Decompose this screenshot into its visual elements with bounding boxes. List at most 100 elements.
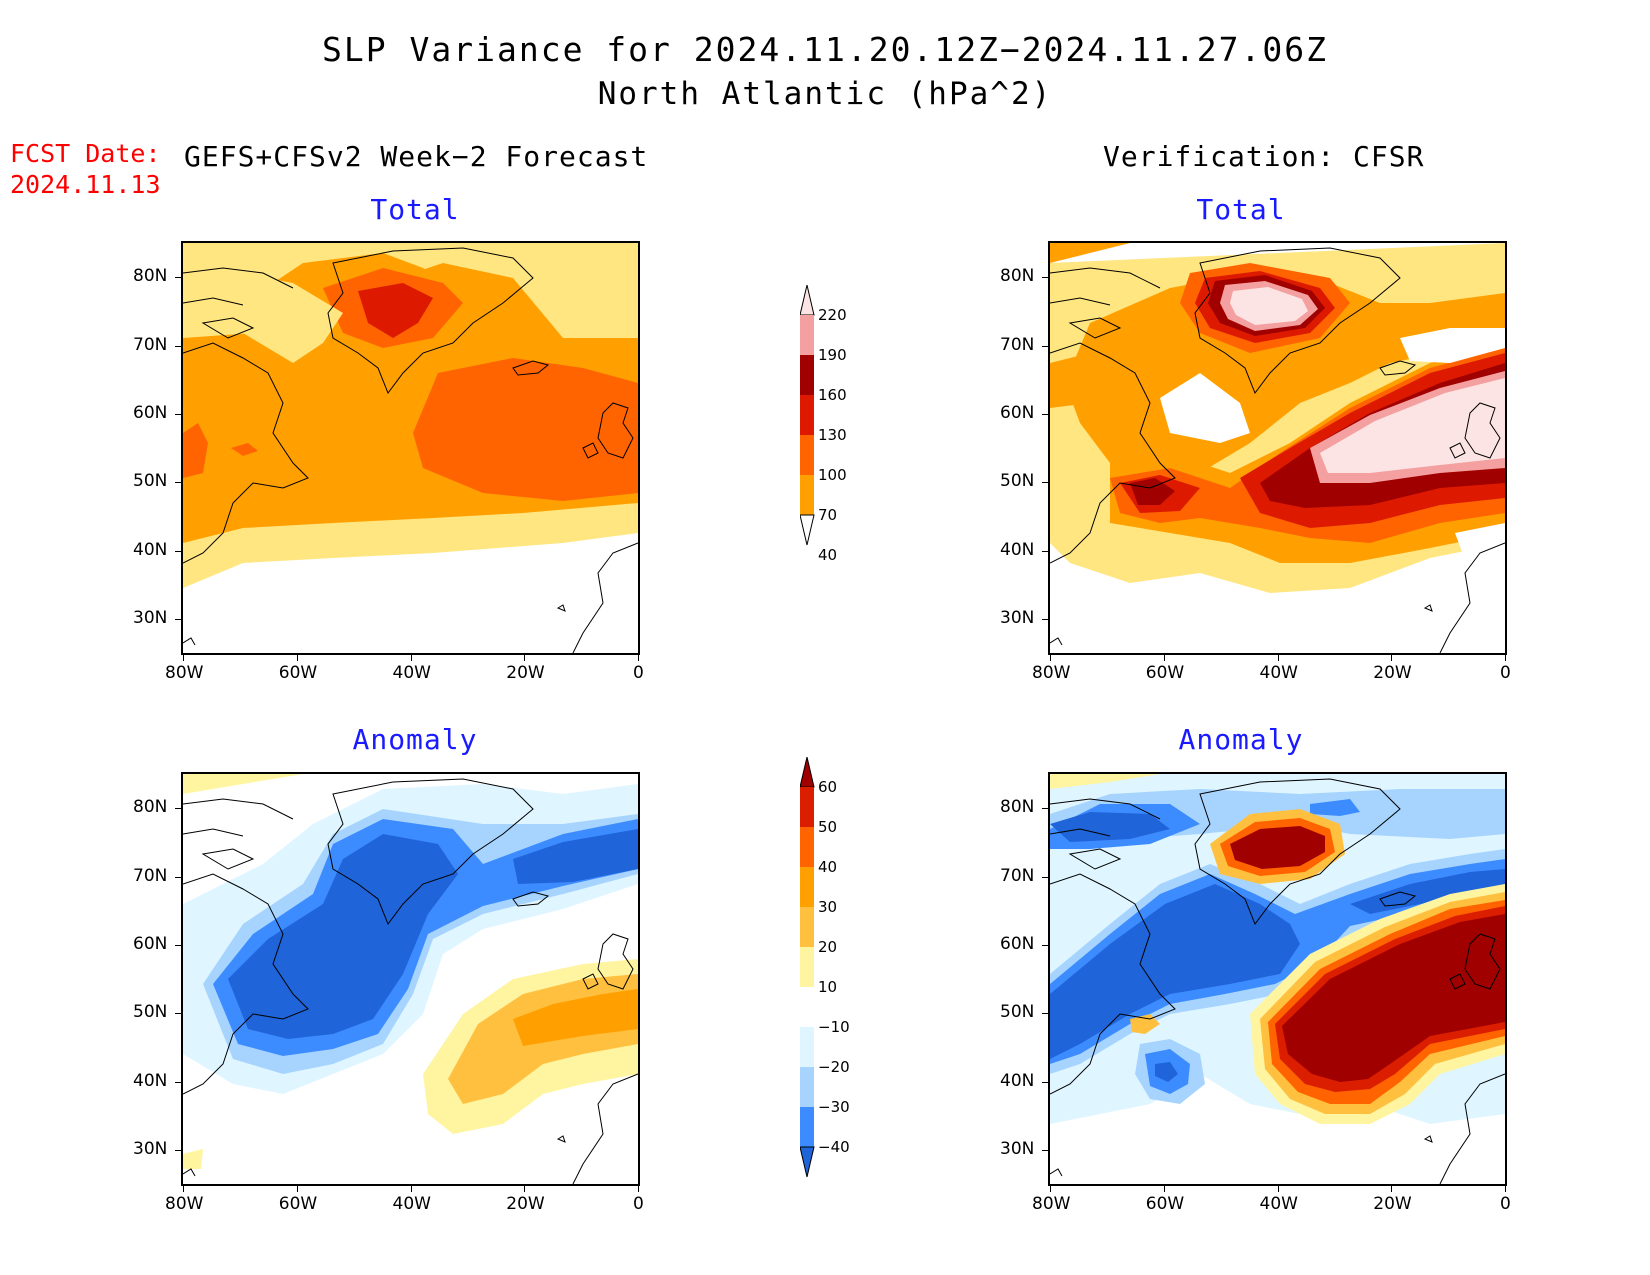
lat-tick-label: 50N [1000, 1002, 1035, 1023]
lon-tick-label: 40W [1259, 1194, 1298, 1214]
forecast-anomaly-contours [183, 774, 638, 1184]
lon-tick-mark [1277, 1186, 1279, 1192]
lon-tick-label: 40W [392, 1194, 431, 1214]
colorbar-segment [800, 435, 814, 475]
verification-total-map [1048, 241, 1507, 655]
lon-tick-mark [638, 1186, 639, 1192]
lat-tick-mark [1042, 1013, 1048, 1015]
lat-tick-label: 30N [1000, 607, 1035, 628]
lon-tick-label: 80W [1032, 1194, 1071, 1214]
lon-tick-label: 20W [1373, 663, 1412, 683]
lon-tick-mark [296, 1186, 298, 1192]
lat-tick-mark [175, 944, 181, 946]
lon-tick-mark [1505, 655, 1506, 661]
forecast-total-map [181, 241, 640, 655]
colorbar-segment [800, 787, 814, 827]
forecast-anomaly-title: Anomaly [352, 723, 478, 756]
lat-tick-label: 40N [133, 539, 168, 560]
lat-tick-label: 60N [133, 933, 168, 954]
lon-tick-mark [410, 655, 412, 661]
lon-tick-mark [1050, 655, 1051, 661]
lon-tick-label: 60W [278, 1194, 318, 1214]
colorbar-level-label: 160 [818, 386, 847, 404]
lat-tick-label: 60N [1000, 933, 1035, 954]
lon-tick-mark [183, 655, 184, 661]
lat-tick-mark [175, 550, 181, 552]
colorbar-top-triangle [799, 756, 815, 788]
lon-tick-mark [296, 655, 298, 661]
lon-tick-label: 60W [278, 663, 318, 683]
colorbar-level-label: −10 [818, 1018, 850, 1036]
lat-tick-mark [1042, 808, 1048, 810]
lat-tick-mark [175, 876, 181, 878]
lat-tick-label: 80N [1000, 797, 1035, 818]
lat-tick-mark [175, 482, 181, 484]
lon-tick-label: 0 [1500, 663, 1511, 683]
colorbar-level-label: 130 [818, 426, 847, 444]
lat-tick-label: 70N [133, 865, 168, 886]
lat-tick-mark [1042, 550, 1048, 552]
lat-tick-mark [1042, 345, 1048, 347]
lat-tick-label: 40N [133, 1070, 168, 1091]
lat-tick-mark [175, 808, 181, 810]
verification-anomaly-contours [1050, 774, 1505, 1184]
lon-tick-mark [1050, 1186, 1051, 1192]
colorbar-level-label: 30 [818, 898, 838, 916]
lat-tick-label: 60N [1000, 402, 1035, 423]
lat-tick-mark [175, 1013, 181, 1015]
colorbar-segment [800, 315, 814, 355]
colorbar-segment [800, 355, 814, 395]
lon-tick-label: 80W [165, 663, 204, 683]
forecast-anomaly-map [181, 772, 640, 1186]
colorbar-segment [800, 827, 814, 867]
lon-tick-label: 80W [1032, 663, 1071, 683]
lat-tick-label: 80N [133, 266, 168, 287]
lon-tick-label: 60W [1145, 1194, 1185, 1214]
colorbar-level-label: 10 [818, 978, 838, 996]
lon-tick-mark [1163, 655, 1165, 661]
lat-tick-mark [1042, 944, 1048, 946]
figure-subtitle: North Atlantic (hPa^2) [597, 76, 1053, 112]
lon-tick-mark [524, 1186, 526, 1192]
lat-tick-label: 80N [1000, 266, 1035, 287]
colorbar-level-label: 40 [818, 546, 838, 564]
colorbar-segment [800, 1107, 814, 1147]
colorbar-level-label: −30 [818, 1098, 850, 1116]
lat-tick-label: 30N [133, 1138, 168, 1159]
lat-tick-label: 30N [1000, 1138, 1035, 1159]
colorbar-segment [800, 395, 814, 435]
anomaly-colorbar: 60 50 40 30 20 10 −10 −20 −30 −40 [799, 756, 860, 1191]
lon-tick-label: 60W [1145, 663, 1185, 683]
total-colorbar: 220 190 160 130 100 70 40 [799, 284, 860, 564]
lon-tick-mark [1277, 655, 1279, 661]
lat-tick-mark [175, 1149, 181, 1151]
lat-tick-mark [1042, 876, 1048, 878]
lat-tick-label: 30N [133, 607, 168, 628]
lat-tick-mark [175, 1081, 181, 1083]
lon-tick-label: 0 [1500, 1194, 1511, 1214]
forecast-total-title: Total [370, 193, 460, 226]
colorbar-segment [800, 1067, 814, 1107]
forecast-date-block: FCST Date: 2024.11.13 [10, 138, 161, 200]
colorbar-level-label: 60 [818, 778, 838, 796]
colorbar-level-label: 40 [818, 858, 838, 876]
lat-tick-label: 70N [1000, 865, 1035, 886]
colorbar-segment [800, 987, 814, 1027]
colorbar-segment [800, 907, 814, 947]
fcst-date-value: 2024.11.13 [10, 170, 161, 199]
lat-tick-label: 40N [1000, 1070, 1035, 1091]
lat-tick-label: 50N [1000, 471, 1035, 492]
lon-tick-label: 80W [165, 1194, 204, 1214]
lat-tick-label: 70N [133, 334, 168, 355]
colorbar-segment [800, 1027, 814, 1067]
lat-tick-label: 40N [1000, 539, 1035, 560]
lat-tick-label: 60N [133, 402, 168, 423]
colorbar-level-label: 220 [818, 306, 847, 324]
verification-total-contours [1050, 243, 1505, 653]
lon-tick-label: 40W [1259, 663, 1298, 683]
colorbar-swatches [799, 756, 815, 1178]
colorbar-level-label: 50 [818, 818, 838, 836]
lat-tick-mark [175, 413, 181, 415]
lon-tick-mark [410, 1186, 412, 1192]
lat-tick-label: 80N [133, 797, 168, 818]
